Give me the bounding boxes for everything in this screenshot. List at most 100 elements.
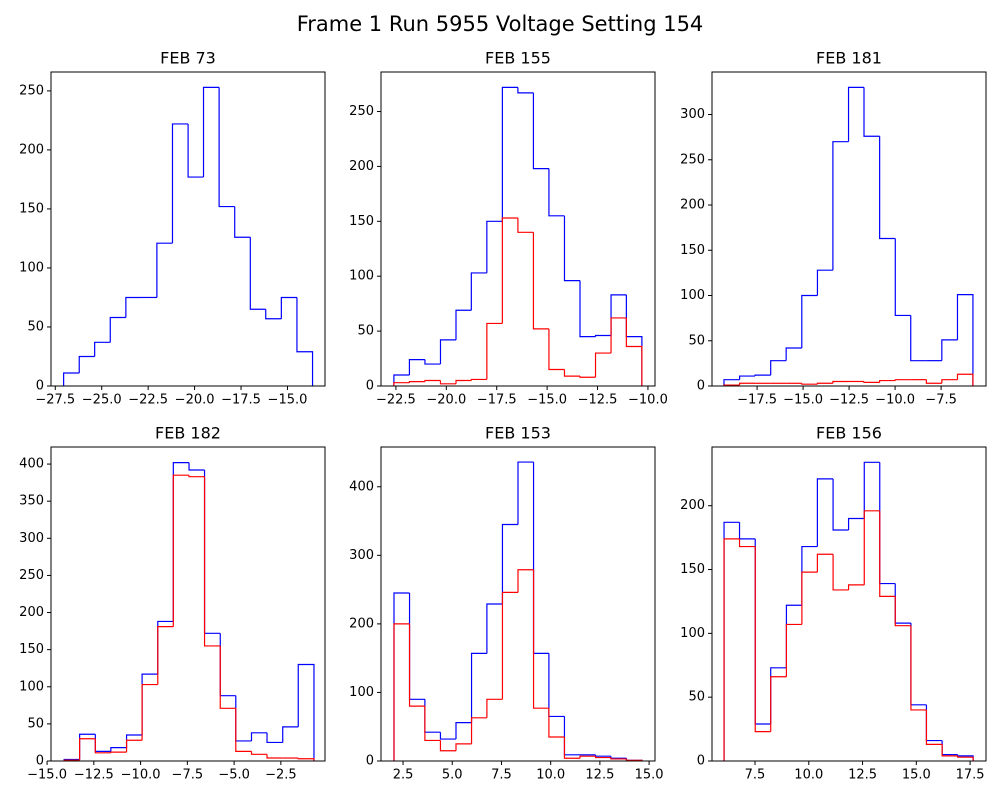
- histogram-step: [739, 375, 756, 380]
- histogram-step: [110, 747, 127, 752]
- y-tick-label: 250: [19, 568, 44, 583]
- x-tick-label: −12.5: [829, 393, 869, 408]
- histogram-step: [832, 380, 849, 384]
- histogram-step: [187, 123, 204, 178]
- y-tick-label: 150: [19, 642, 44, 657]
- x-tick-label: 12.5: [848, 768, 877, 783]
- y-tick-label: 150: [19, 201, 44, 216]
- x-tick-label: −22.5: [128, 393, 168, 408]
- x-tick-label: −5.0: [218, 768, 250, 783]
- histogram-step: [594, 754, 611, 757]
- histogram-step: [393, 374, 410, 386]
- histogram-step: [265, 309, 282, 320]
- histogram-step: [879, 510, 896, 597]
- histogram-step: [470, 378, 487, 381]
- histogram-step: [816, 269, 833, 296]
- histogram-step: [941, 339, 958, 361]
- histogram-step: [424, 359, 441, 365]
- y-tick-label: 0: [366, 754, 374, 769]
- histogram-step: [754, 374, 771, 377]
- histogram-step: [249, 237, 266, 310]
- histogram-step: [548, 708, 565, 738]
- histogram-step: [439, 740, 456, 752]
- y-tick-label: 0: [697, 379, 705, 394]
- histogram-step: [579, 280, 596, 338]
- histogram-step: [863, 87, 880, 137]
- histogram-step: [579, 755, 596, 759]
- histogram-step: [532, 92, 549, 170]
- histogram-step: [832, 554, 849, 591]
- y-tick-label: 150: [680, 562, 705, 577]
- histogram-step: [801, 383, 818, 385]
- histogram-step: [785, 347, 802, 361]
- x-tick-label: 5.0: [442, 768, 463, 783]
- histogram-step: [610, 317, 627, 354]
- histogram-step: [738, 538, 756, 548]
- x-tick-label: −15.0: [783, 393, 823, 408]
- x-tick-label: 17.5: [956, 768, 985, 783]
- x-tick-label: 7.5: [491, 768, 512, 783]
- x-tick-label: −10.0: [628, 393, 668, 408]
- y-tick-label: 200: [680, 198, 705, 213]
- histogram-step: [625, 294, 643, 386]
- histogram-step: [723, 521, 740, 761]
- histogram-step: [408, 381, 425, 383]
- panel-title: FEB 155: [485, 49, 551, 68]
- histogram-step: [801, 294, 818, 348]
- histogram-step: [941, 740, 958, 756]
- histogram-step: [455, 379, 472, 384]
- histogram-step: [486, 220, 503, 273]
- histogram-step: [894, 583, 911, 624]
- histogram-step: [723, 538, 740, 761]
- histogram-step: [816, 553, 834, 573]
- histogram-step: [266, 732, 283, 744]
- y-tick-label: 250: [19, 83, 44, 98]
- x-tick-label: −22.5: [376, 393, 416, 408]
- histogram-step: [296, 297, 314, 386]
- x-tick-label: −15.0: [27, 768, 67, 783]
- histogram-step: [125, 296, 142, 318]
- x-tick-label: 2.5: [393, 768, 414, 783]
- histogram-step: [894, 238, 911, 317]
- histogram-step: [218, 87, 235, 208]
- histogram-step: [455, 722, 472, 740]
- histogram-step: [956, 294, 974, 386]
- histogram-step: [847, 584, 865, 590]
- y-tick-label: 150: [680, 243, 705, 258]
- histogram-step: [910, 315, 927, 362]
- histogram-step: [801, 571, 818, 625]
- histogram-step: [156, 242, 173, 298]
- histogram-step: [847, 517, 865, 530]
- histogram-step: [910, 625, 927, 711]
- histogram-step: [266, 754, 283, 759]
- histogram-step: [141, 673, 158, 736]
- histogram-step: [188, 462, 205, 471]
- histogram-step: [785, 604, 802, 668]
- histogram-step: [563, 737, 581, 759]
- histogram-step: [501, 217, 518, 324]
- histogram-step: [408, 623, 425, 707]
- x-tick-label: −15.0: [268, 393, 308, 408]
- y-tick-label: 400: [19, 457, 44, 472]
- histogram-step: [754, 538, 771, 725]
- histogram-step: [79, 738, 96, 761]
- x-tick-label: −10.0: [875, 393, 915, 408]
- histogram-step: [424, 699, 441, 733]
- histogram-step: [439, 339, 457, 365]
- histogram-step: [439, 380, 457, 385]
- y-tick-label: 200: [680, 498, 705, 513]
- x-tick-label: 15.0: [635, 768, 664, 783]
- histogram-step: [424, 379, 441, 382]
- histogram-step: [579, 376, 596, 378]
- y-tick-label: 100: [349, 685, 374, 700]
- histogram-step: [816, 478, 834, 547]
- histogram-step: [517, 461, 534, 525]
- histogram-step: [171, 123, 189, 244]
- x-tick-label: −7.5: [172, 768, 204, 783]
- x-tick-label: −17.5: [477, 393, 517, 408]
- y-tick-label: 300: [19, 531, 44, 546]
- x-tick-label: −25.0: [82, 393, 122, 408]
- y-tick-label: 350: [19, 494, 44, 509]
- y-tick-label: 100: [680, 626, 705, 641]
- histogram-step: [894, 379, 911, 381]
